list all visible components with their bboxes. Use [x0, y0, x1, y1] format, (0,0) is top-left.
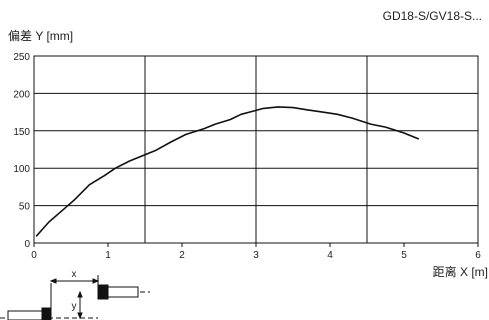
x-tick-label: 6 — [475, 250, 481, 261]
emitter-head — [41, 307, 52, 320]
y-tick-label: 0 — [24, 239, 30, 250]
deviation-curve — [35, 106, 420, 237]
x-axis-title: 距离 X [m] — [433, 264, 488, 279]
x-arrow-right — [92, 278, 100, 284]
receiver-head — [97, 284, 109, 300]
x-dimension-label: x — [72, 269, 77, 280]
y-tick-label: 100 — [13, 164, 30, 175]
y-tick-label: 200 — [13, 89, 30, 100]
y-arrow-bottom — [77, 312, 83, 320]
y-arrow-top — [77, 290, 83, 298]
x-tick-label: 5 — [401, 250, 407, 261]
sensor-diagram — [0, 275, 150, 320]
y-tick-label: 150 — [13, 127, 30, 138]
x-tick-label: 1 — [105, 250, 111, 261]
y-axis-title: 偏差 Y [mm] — [8, 28, 73, 43]
y-tick-label: 50 — [19, 202, 31, 213]
tick-labels: 0 50 100 150 200 250 0 1 2 3 4 5 6 — [13, 52, 481, 261]
x-tick-label: 4 — [327, 250, 333, 261]
y-tick-label: 250 — [13, 52, 30, 63]
model-label: GD18-S/GV18-S... — [383, 9, 482, 23]
x-tick-label: 3 — [253, 250, 259, 261]
x-arrow-left — [49, 278, 57, 284]
y-dimension-label: y — [72, 301, 77, 312]
x-tick-label: 2 — [179, 250, 185, 261]
plot-area — [33, 55, 479, 247]
x-tick-label: 0 — [31, 250, 37, 261]
